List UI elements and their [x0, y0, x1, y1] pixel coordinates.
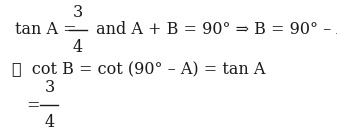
Text: tan A =: tan A = [15, 21, 82, 38]
Text: 4: 4 [44, 114, 55, 131]
Text: ∴  cot B = cot (90° – A) = tan A: ∴ cot B = cot (90° – A) = tan A [12, 61, 266, 78]
Text: =: = [27, 97, 40, 114]
Text: 3: 3 [73, 4, 83, 21]
Text: 3: 3 [44, 79, 55, 96]
Text: 4: 4 [73, 39, 83, 56]
Text: and A + B = 90° ⇒ B = 90° – A: and A + B = 90° ⇒ B = 90° – A [91, 21, 337, 38]
